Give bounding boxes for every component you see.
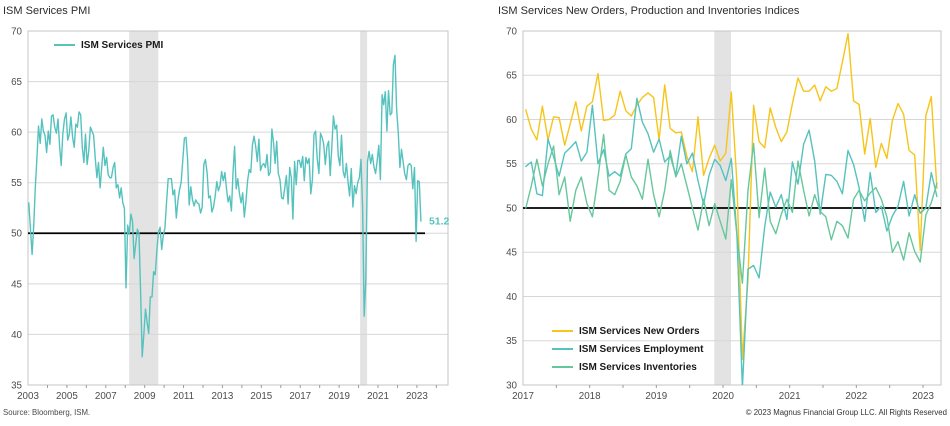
legend-item-new-orders: ISM Services New Orders	[552, 322, 704, 340]
legend-label-inventories: ISM Services Inventories	[579, 361, 697, 373]
svg-text:2020: 2020	[712, 391, 734, 402]
svg-text:70: 70	[11, 26, 22, 37]
svg-text:55: 55	[506, 159, 517, 170]
svg-text:65: 65	[506, 71, 517, 82]
legend-label-pmi: ISM Services PMI	[81, 39, 164, 51]
source-note: Source: Bloomberg, ISM.	[3, 408, 91, 417]
legend-pmi: ISM Services PMI	[54, 36, 163, 54]
last-value-label: 51.2	[429, 216, 450, 228]
svg-text:45: 45	[506, 248, 517, 259]
legend-subindices: ISM Services New Orders ISM Services Emp…	[552, 322, 704, 376]
y-axis-labels: 35 40 45 50 55 60 65 70	[11, 26, 22, 391]
series-line-ism-services-inventories	[525, 133, 938, 284]
x-axis-ticks	[555, 385, 924, 388]
svg-text:2023: 2023	[912, 391, 934, 402]
svg-text:50: 50	[11, 229, 22, 240]
x-axis-ticks	[46, 385, 437, 388]
svg-text:2009: 2009	[134, 391, 156, 402]
copyright-note: © 2023 Magnus Financial Group LLC. All R…	[745, 408, 947, 417]
svg-text:40: 40	[11, 330, 22, 341]
new-orders-line-swatch	[552, 329, 573, 333]
series-line-ism-services-employment	[525, 97, 938, 385]
chart-title-pmi: ISM Services PMI	[3, 5, 91, 17]
legend-label-employment: ISM Services Employment	[579, 343, 704, 355]
legend-item-inventories: ISM Services Inventories	[552, 358, 704, 376]
svg-text:2021: 2021	[367, 391, 389, 402]
svg-text:2019: 2019	[645, 391, 667, 402]
svg-text:2005: 2005	[56, 391, 78, 402]
series-line-ism-services-pmi	[28, 54, 422, 358]
svg-text:2022: 2022	[845, 391, 867, 402]
recession-band	[360, 31, 368, 385]
y-axis-labels: 30 35 40 45 50 55 60 65 70	[506, 26, 517, 391]
svg-text:70: 70	[506, 26, 517, 37]
svg-text:2017: 2017	[289, 391, 311, 402]
employment-line-swatch	[552, 347, 573, 351]
svg-text:50: 50	[506, 203, 517, 214]
series-line-ism-services-new-orders	[525, 33, 938, 360]
gridlines	[28, 81, 448, 335]
pmi-line-swatch	[54, 43, 75, 47]
svg-text:2023: 2023	[406, 391, 428, 402]
svg-text:2017: 2017	[512, 391, 534, 402]
svg-text:2018: 2018	[579, 391, 601, 402]
inventories-line-swatch	[552, 365, 573, 369]
svg-text:35: 35	[506, 336, 517, 347]
chart-title-subindices: ISM Services New Orders, Production and …	[498, 5, 800, 17]
svg-text:2011: 2011	[173, 391, 194, 402]
legend-label-new-orders: ISM Services New Orders	[579, 325, 700, 337]
svg-text:45: 45	[11, 279, 22, 290]
svg-text:2019: 2019	[328, 391, 350, 402]
svg-text:65: 65	[11, 77, 22, 88]
svg-text:60: 60	[11, 128, 22, 139]
svg-text:30: 30	[506, 380, 517, 391]
pmi-line-chart: 2003 2005 2007 2009 2011 2013 2015 2017 2019 2021…	[11, 26, 450, 402]
svg-text:2021: 2021	[779, 391, 801, 402]
x-axis-labels: 2003 2005 2007 2009 2011 2013 2015 2017 2019 2021…	[17, 391, 428, 402]
svg-text:2013: 2013	[212, 391, 234, 402]
svg-text:55: 55	[11, 178, 22, 189]
svg-text:60: 60	[506, 115, 517, 126]
svg-text:40: 40	[506, 292, 517, 303]
panel-ism-services-pmi: ISM Services PMI 2003 2005 2007 2009 2011 201…	[0, 0, 470, 426]
recession-bands	[129, 31, 368, 385]
legend-item-employment: ISM Services Employment	[552, 340, 704, 358]
svg-text:35: 35	[11, 380, 22, 391]
panel-ism-subindices: ISM Services New Orders, Production and …	[470, 0, 950, 426]
subindices-line-chart: 2017 2018 2019 2020 2021 2022 2023 30 35 40 45 50 55…	[506, 26, 942, 402]
svg-text:2015: 2015	[250, 391, 272, 402]
svg-text:2007: 2007	[95, 391, 117, 402]
svg-text:2003: 2003	[17, 391, 39, 402]
x-axis-labels: 2017 2018 2019 2020 2021 2022 2023	[512, 391, 934, 402]
plot-border	[27, 30, 449, 386]
legend-item-pmi: ISM Services PMI	[54, 36, 163, 54]
